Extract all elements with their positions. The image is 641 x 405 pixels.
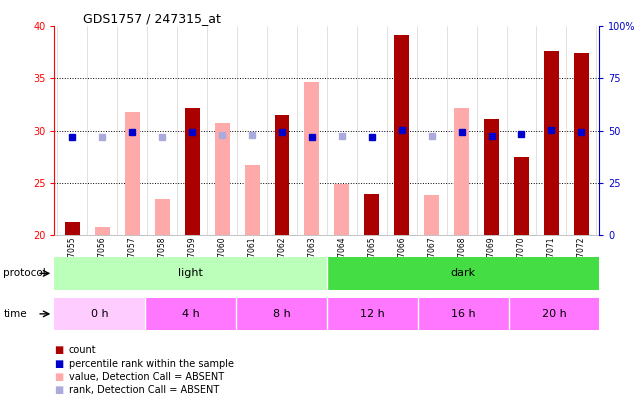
Text: 20 h: 20 h xyxy=(542,309,566,319)
Bar xyxy=(304,81,319,235)
Bar xyxy=(454,108,469,235)
Text: percentile rank within the sample: percentile rank within the sample xyxy=(69,359,233,369)
Text: count: count xyxy=(69,345,96,355)
Bar xyxy=(54,257,327,290)
Bar xyxy=(364,194,379,235)
Text: 12 h: 12 h xyxy=(360,309,385,319)
Text: ■: ■ xyxy=(54,345,63,355)
Bar xyxy=(574,53,589,235)
Text: GDS1757 / 247315_at: GDS1757 / 247315_at xyxy=(83,12,221,25)
Bar xyxy=(544,51,559,235)
Bar xyxy=(327,298,418,330)
Text: 8 h: 8 h xyxy=(272,309,290,319)
Bar xyxy=(327,257,599,290)
Bar xyxy=(335,184,349,235)
Text: 4 h: 4 h xyxy=(182,309,199,319)
Bar xyxy=(394,35,409,235)
Bar xyxy=(245,165,260,235)
Bar xyxy=(95,226,110,235)
Text: light: light xyxy=(178,269,203,278)
Bar xyxy=(514,157,529,235)
Bar xyxy=(424,195,439,235)
Bar xyxy=(185,108,200,235)
Bar xyxy=(236,298,327,330)
Bar xyxy=(418,298,508,330)
Bar xyxy=(484,119,499,235)
Text: 0 h: 0 h xyxy=(91,309,109,319)
Text: dark: dark xyxy=(451,269,476,278)
Text: ■: ■ xyxy=(54,372,63,382)
Bar xyxy=(65,222,80,235)
Bar xyxy=(54,298,146,330)
Text: ■: ■ xyxy=(54,386,63,395)
Text: value, Detection Call = ABSENT: value, Detection Call = ABSENT xyxy=(69,372,224,382)
Bar xyxy=(508,298,599,330)
Text: protocol: protocol xyxy=(3,269,46,278)
Bar xyxy=(125,112,140,235)
Text: rank, Detection Call = ABSENT: rank, Detection Call = ABSENT xyxy=(69,386,219,395)
Text: time: time xyxy=(3,309,27,319)
Text: ■: ■ xyxy=(54,359,63,369)
Bar xyxy=(146,298,236,330)
Bar xyxy=(154,199,170,235)
Text: 16 h: 16 h xyxy=(451,309,476,319)
Bar xyxy=(274,115,290,235)
Bar xyxy=(215,123,229,235)
